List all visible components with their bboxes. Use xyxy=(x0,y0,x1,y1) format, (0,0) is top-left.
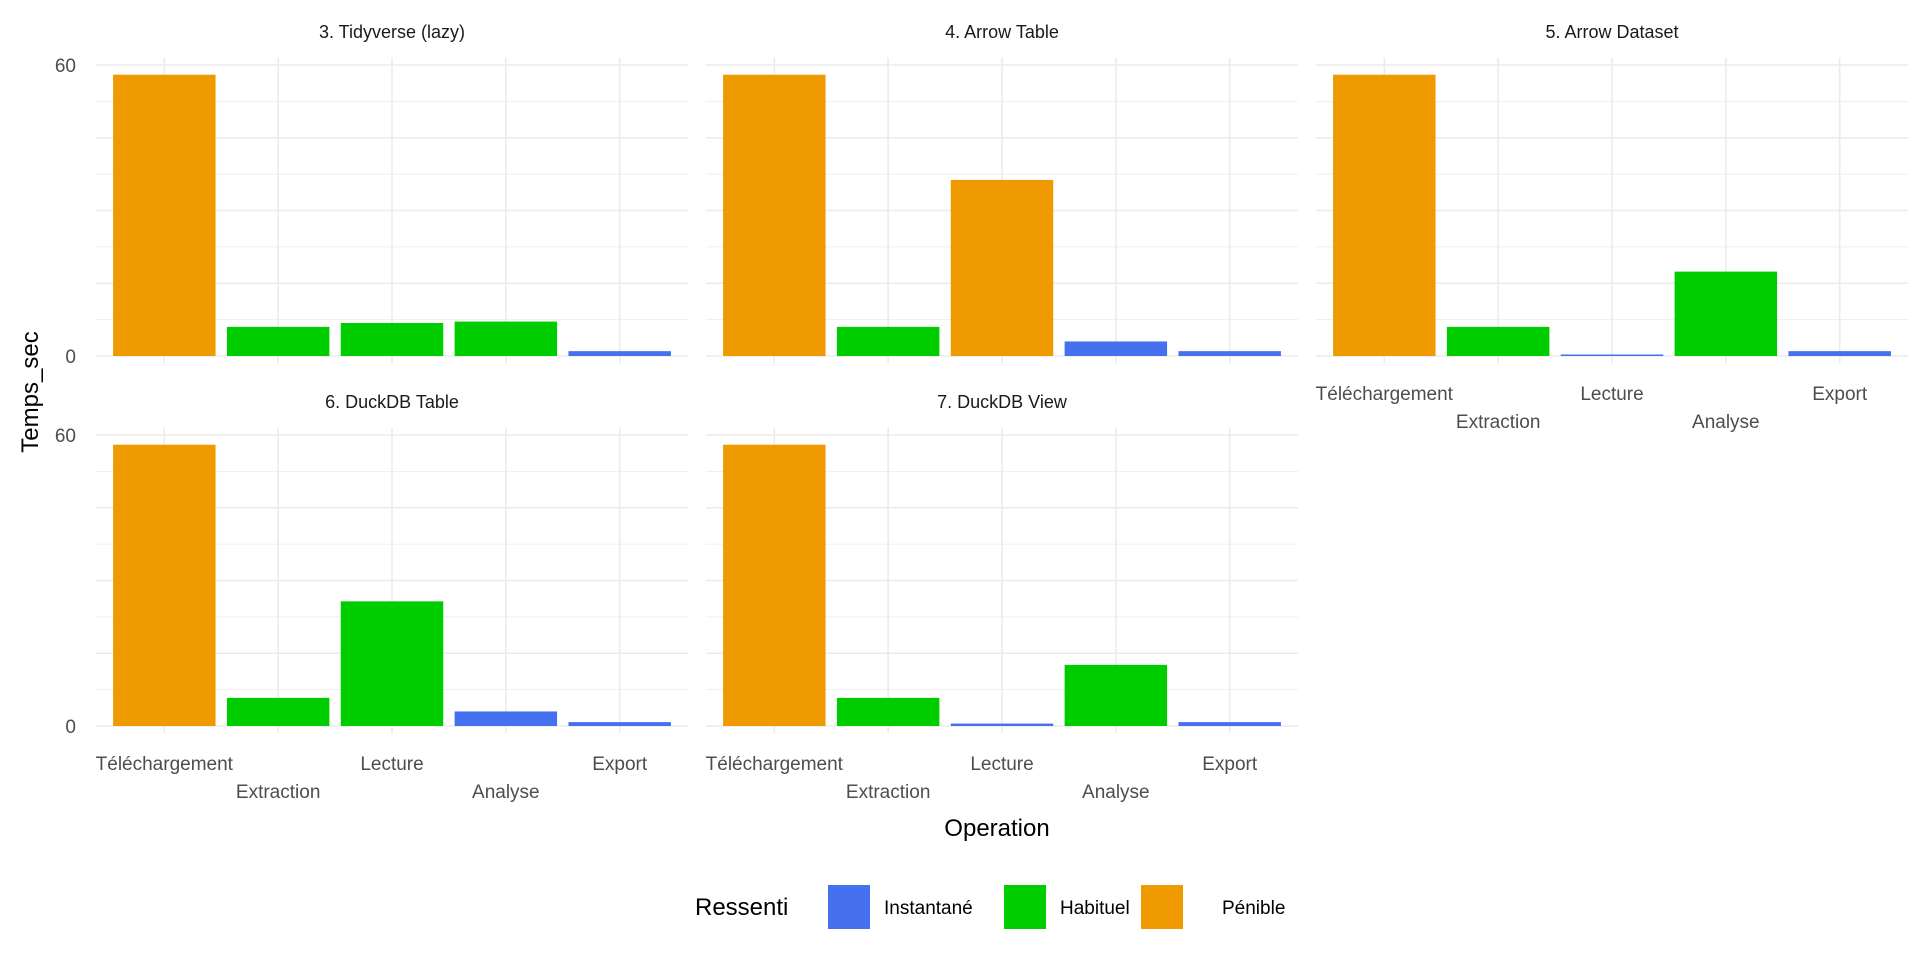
x-tick-label: Extraction xyxy=(1456,412,1540,433)
panel-title: 4. Arrow Table xyxy=(945,22,1059,42)
bar-lecture xyxy=(950,179,1054,356)
panel-4: 6. DuckDB Table 0 60 TéléchargementExtracti… xyxy=(55,392,688,803)
bar-lecture xyxy=(950,723,1054,726)
bar-extraction xyxy=(836,697,940,726)
bar-export xyxy=(1178,351,1281,356)
bar-analyse xyxy=(1064,341,1168,356)
bar-téléchargement xyxy=(1333,74,1436,356)
x-tick-label: Analyse xyxy=(472,782,540,803)
bar-export xyxy=(1178,722,1281,726)
x-tick-label: Lecture xyxy=(1580,384,1643,405)
y-tick-label: 60 xyxy=(55,56,76,77)
bar-analyse xyxy=(454,321,558,356)
legend-label: Habituel xyxy=(1060,898,1130,919)
bar-lecture xyxy=(340,601,444,726)
bar-analyse xyxy=(1064,664,1168,726)
bar-lecture xyxy=(1560,354,1664,356)
bar-lecture xyxy=(340,323,444,356)
x-tick-label: Lecture xyxy=(970,754,1033,775)
x-tick-label: Analyse xyxy=(1692,412,1760,433)
bar-export xyxy=(568,351,671,356)
bar-téléchargement xyxy=(723,444,826,726)
legend-key-2 xyxy=(1141,885,1183,929)
panel-title: 7. DuckDB View xyxy=(937,392,1068,412)
legend-label: Pénible xyxy=(1222,898,1285,919)
bar-analyse xyxy=(1674,271,1778,356)
x-tick-label: Extraction xyxy=(846,782,930,803)
panel-1: 3. Tidyverse (lazy) 0 60 xyxy=(55,22,688,368)
x-tick-label: Export xyxy=(592,754,648,775)
panel-title: 5. Arrow Dataset xyxy=(1545,22,1678,42)
legend-key-1 xyxy=(1004,885,1046,929)
bar-téléchargement xyxy=(113,74,216,356)
panel-2: 4. Arrow Table xyxy=(706,22,1298,364)
bar-téléchargement xyxy=(113,444,216,726)
panel-title: 3. Tidyverse (lazy) xyxy=(319,22,465,42)
bar-extraction xyxy=(836,326,940,356)
x-tick-label: Téléchargement xyxy=(1316,384,1454,405)
x-tick-label: Lecture xyxy=(360,754,423,775)
x-tick-label: Analyse xyxy=(1082,782,1150,803)
bar-extraction xyxy=(226,326,330,356)
x-tick-label: Téléchargement xyxy=(706,754,844,775)
y-tick-label: 0 xyxy=(65,717,76,738)
legend-key-0 xyxy=(828,885,870,929)
facet-panels: 3. Tidyverse (lazy) 0 60 4. Arrow Table 5. A… xyxy=(55,22,1908,803)
bar-extraction xyxy=(1446,326,1550,356)
bar-analyse xyxy=(454,711,558,726)
bar-export xyxy=(568,722,671,726)
bar-extraction xyxy=(226,697,330,726)
legend-label: Instantané xyxy=(884,898,973,919)
x-tick-label: Export xyxy=(1202,754,1258,775)
y-tick-label: 0 xyxy=(65,347,76,368)
x-tick-label: Extraction xyxy=(236,782,320,803)
panel-title: 6. DuckDB Table xyxy=(325,392,459,412)
x-axis-title: Operation xyxy=(944,815,1049,842)
x-tick-label: Export xyxy=(1812,384,1868,405)
panel-3: 5. Arrow Dataset TéléchargementExtraction… xyxy=(1316,22,1908,433)
legend: Ressenti Instantané Habituel Pénible xyxy=(695,885,1285,929)
legend-title: Ressenti xyxy=(695,894,788,921)
bar-export xyxy=(1788,351,1891,356)
y-axis-title: Temps_sec xyxy=(17,331,44,452)
bar-téléchargement xyxy=(723,74,826,356)
y-tick-label: 60 xyxy=(55,426,76,447)
x-tick-label: Téléchargement xyxy=(96,754,234,775)
